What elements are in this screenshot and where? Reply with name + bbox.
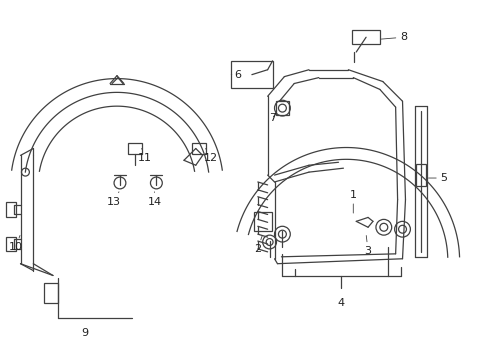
Text: 12: 12 (203, 148, 217, 163)
Bar (275, 101, 289, 115)
Text: 1: 1 (349, 190, 356, 213)
Bar (231, 61, 272, 89)
Text: 5: 5 (427, 173, 447, 183)
Bar (351, 30, 379, 44)
Bar (253, 212, 271, 231)
Text: 6: 6 (231, 69, 241, 80)
Text: 8: 8 (381, 32, 406, 42)
Text: 4: 4 (337, 298, 345, 308)
Text: 11: 11 (137, 148, 151, 163)
Bar (191, 143, 205, 154)
Bar (6, 202, 16, 217)
Text: 13: 13 (107, 192, 121, 207)
Text: 2: 2 (254, 235, 262, 254)
Bar (127, 143, 142, 154)
Text: 3: 3 (364, 235, 371, 256)
Bar (6, 237, 16, 251)
Bar (415, 164, 425, 186)
Text: 10: 10 (9, 235, 22, 252)
Text: 9: 9 (81, 328, 88, 338)
Text: 14: 14 (147, 192, 161, 207)
Bar (44, 283, 58, 303)
Text: 7: 7 (268, 112, 276, 123)
